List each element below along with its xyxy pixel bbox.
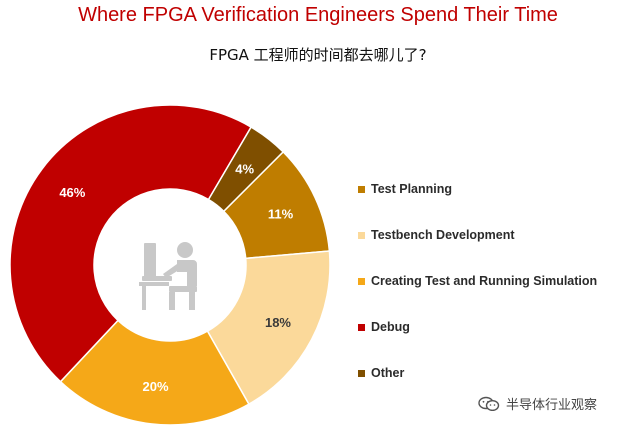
slice-labels: 11% 18% 20% 46% 4% bbox=[59, 162, 293, 395]
legend-item: Debug bbox=[358, 304, 628, 350]
legend-label: Test Planning bbox=[371, 182, 453, 196]
slice-label: 4% bbox=[235, 162, 254, 177]
donut-slices bbox=[9, 104, 331, 426]
slice-label: 46% bbox=[59, 185, 85, 200]
slice-label: 11% bbox=[268, 206, 294, 221]
slice-testbench-development bbox=[206, 250, 331, 406]
slice-creating-test-and-running-simulation bbox=[59, 319, 250, 426]
legend-item: Test Planning bbox=[358, 166, 628, 212]
legend-swatch bbox=[358, 369, 365, 377]
person-at-computer-icon bbox=[139, 242, 197, 310]
watermark: 半导体行业观察 bbox=[478, 394, 597, 413]
legend-label: Testbench Development bbox=[371, 228, 515, 242]
slice-label: 18% bbox=[265, 315, 291, 330]
legend-swatch bbox=[358, 277, 365, 285]
slice-label: 20% bbox=[143, 379, 169, 394]
slice-debug bbox=[9, 104, 253, 383]
legend-swatch bbox=[358, 231, 365, 239]
slice-other bbox=[207, 126, 285, 213]
legend-label: Other bbox=[371, 366, 405, 380]
legend-swatch bbox=[358, 185, 365, 193]
watermark-text: 半导体行业观察 bbox=[506, 398, 598, 413]
legend-swatch bbox=[358, 323, 365, 331]
legend-label: Debug bbox=[371, 320, 410, 334]
legend-item: Testbench Development bbox=[358, 212, 628, 258]
legend-label: Creating Test and Running Simulation bbox=[371, 274, 598, 288]
legend: Test Planning Testbench Development Creati… bbox=[358, 166, 628, 396]
legend-item: Creating Test and Running Simulation bbox=[358, 258, 628, 304]
wechat-icon bbox=[478, 396, 500, 411]
legend-item: Other bbox=[358, 350, 628, 396]
chart-title: Where FPGA Verification Engineers Spend … bbox=[78, 4, 558, 26]
chart-subtitle: FPGA 工程师的时间都去哪儿了? bbox=[209, 46, 427, 64]
